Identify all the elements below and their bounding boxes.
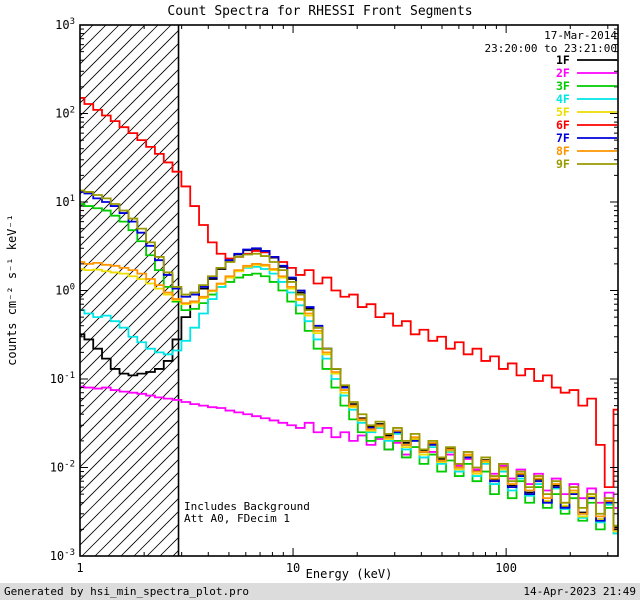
hatch-line: [80, 354, 179, 455]
note-attenuator-state: Att A0, FDecim 1: [184, 512, 290, 525]
hatch-line: [80, 81, 179, 182]
hatch-line: [80, 146, 179, 247]
hatch-line: [172, 549, 179, 556]
spectra-curves: [80, 97, 618, 535]
chart-title: Count Spectra for RHESSI Front Segments: [167, 4, 472, 19]
obs-time-range: 23:20:00 to 23:21:00: [485, 42, 617, 55]
obs-date: 17-Mar-2014: [544, 29, 617, 42]
hatch-line: [80, 406, 179, 507]
hatch-line: [80, 380, 179, 481]
y-axis-label: counts cm⁻² s⁻¹ keV⁻¹: [5, 214, 19, 366]
series-line-2F: [80, 385, 618, 509]
x-tick-label: 100: [495, 561, 517, 575]
hatch-line: [80, 263, 179, 364]
hatch-line: [80, 133, 179, 234]
legend-label-1F: 1F: [556, 53, 570, 67]
hatch-line: [80, 159, 179, 260]
series-line-4F: [80, 265, 618, 535]
excluded-region-hatch: [80, 25, 180, 556]
legend-label-7F: 7F: [556, 131, 570, 145]
note-includes-background: Includes Background: [184, 500, 310, 513]
x-tick-label: 1: [76, 561, 83, 575]
hatch-line: [80, 55, 179, 156]
hatch-line: [80, 42, 179, 143]
hatch-line: [80, 68, 179, 169]
x-tick-label: 10: [286, 561, 300, 575]
y-tick-label: 10-2: [50, 460, 75, 475]
hatch-line: [80, 250, 179, 351]
axes: 1 10 100 10-3 10-2 10-1 100 101 102 103: [50, 17, 619, 575]
y-tick-label: 101: [55, 194, 75, 209]
hatch-line: [80, 276, 179, 377]
hatch-line: [80, 29, 179, 130]
hatch-line: [80, 185, 179, 286]
legend-label-4F: 4F: [556, 92, 570, 106]
hatch-line: [80, 107, 179, 208]
series-line-1F: [80, 248, 618, 529]
x-axis-label: Energy (keV): [306, 567, 393, 581]
hatch-line: [81, 458, 179, 556]
y-tick-label: 10-1: [50, 371, 75, 386]
legend-label-9F: 9F: [556, 157, 570, 171]
legend-label-8F: 8F: [556, 144, 570, 158]
legend-label-2F: 2F: [556, 66, 570, 80]
y-tick-label: 100: [55, 283, 75, 298]
series-line-6F: [80, 97, 618, 489]
hatch-line: [80, 393, 179, 494]
hatch-line: [80, 25, 159, 104]
hatch-line: [94, 471, 179, 556]
y-tick-label: 102: [55, 106, 75, 121]
footer-generator: Generated by hsi_min_spectra_plot.pro: [4, 585, 249, 598]
hatch-line: [80, 94, 179, 195]
hatch-line: [80, 419, 179, 520]
hatch-line: [80, 120, 179, 221]
legend-label-5F: 5F: [556, 105, 570, 119]
hatch-line: [80, 237, 179, 338]
series-line-3F: [80, 203, 618, 535]
series-line-9F: [80, 189, 618, 527]
hatch-line: [80, 211, 179, 312]
hatch-line: [80, 445, 179, 546]
legend-label-6F: 6F: [556, 118, 570, 132]
hatch-line: [80, 224, 179, 325]
footer-timestamp: 14-Apr-2023 21:49: [523, 585, 636, 598]
footer-band: [0, 583, 640, 600]
hatch-line: [80, 432, 179, 533]
y-tick-label: 10-3: [50, 548, 75, 563]
y-tick-label: 103: [55, 17, 75, 32]
legend-label-3F: 3F: [556, 79, 570, 93]
hatch-line: [80, 367, 179, 468]
